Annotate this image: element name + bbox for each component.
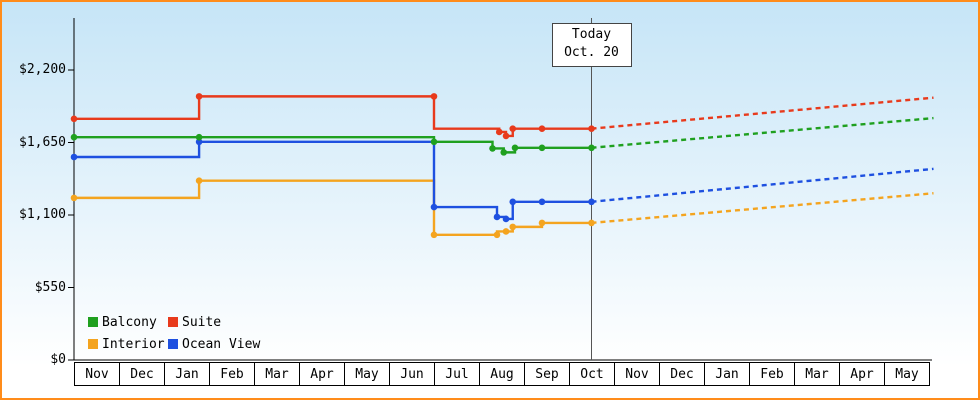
- month-cell: Feb: [209, 362, 255, 386]
- legend-item-ocean-view[interactable]: Ocean View: [168, 334, 260, 354]
- ocean-view-swatch: [168, 339, 178, 349]
- month-cell: Dec: [659, 362, 705, 386]
- month-cell: Oct: [569, 362, 615, 386]
- month-cell: Apr: [839, 362, 885, 386]
- y-axis-label: $1,650: [19, 134, 66, 150]
- month-cell: Jul: [434, 362, 480, 386]
- month-cell: Nov: [614, 362, 660, 386]
- month-cell: Feb: [749, 362, 795, 386]
- today-date: Oct. 20: [564, 45, 619, 60]
- month-cell: Jan: [704, 362, 750, 386]
- legend-label-suite: Suite: [182, 314, 222, 330]
- month-cell: Apr: [299, 362, 345, 386]
- legend-label-interior: Interior: [102, 336, 165, 352]
- legend-label-ocean-view: Ocean View: [182, 336, 261, 352]
- legend-item-interior[interactable]: Interior: [88, 334, 168, 354]
- y-axis-label: $550: [34, 279, 66, 295]
- legend: Balcony Suite Interior Ocean View: [88, 312, 260, 354]
- month-cell: Jun: [389, 362, 435, 386]
- y-axis-label: $1,100: [19, 207, 66, 222]
- legend-item-suite[interactable]: Suite: [168, 312, 260, 332]
- legend-label-balcony: Balcony: [102, 314, 157, 330]
- interior-swatch: [88, 339, 98, 349]
- month-cell: Mar: [254, 362, 300, 386]
- y-axis-label: $0: [50, 352, 66, 367]
- month-cell: May: [884, 362, 930, 386]
- month-cell: Dec: [119, 362, 165, 386]
- today-label: Today: [571, 27, 612, 42]
- today-marker-label: Today Oct. 20: [551, 23, 632, 67]
- suite-swatch: [168, 317, 178, 327]
- month-cell: Mar: [794, 362, 840, 386]
- month-cell: Jan: [164, 362, 210, 386]
- month-cell: Sep: [524, 362, 570, 386]
- month-cell: Aug: [479, 362, 525, 386]
- legend-item-balcony[interactable]: Balcony: [88, 312, 168, 332]
- balcony-swatch: [88, 317, 98, 327]
- x-axis: Nov Dec Jan Feb Mar Apr May Jun Jul Aug …: [74, 362, 930, 386]
- month-cell: May: [344, 362, 390, 386]
- y-axis-label: $2,200: [19, 62, 66, 77]
- month-cell: Nov: [74, 362, 120, 386]
